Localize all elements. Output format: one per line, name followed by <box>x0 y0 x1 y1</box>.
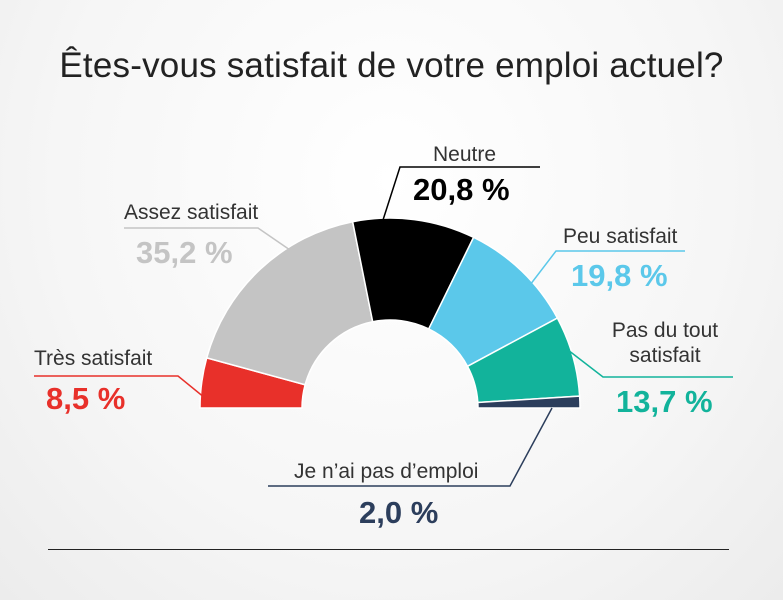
value-tres-satisfait: 8,5 % <box>46 381 126 416</box>
value-sans-emploi: 2,0 % <box>359 495 439 530</box>
slice-sans-emploi <box>477 395 581 409</box>
leader-sans-emploi <box>268 407 553 487</box>
label-tres-satisfait: Très satisfait <box>34 347 153 370</box>
label-peu-satisfait: Peu satisfait <box>563 225 678 248</box>
leader-peu-satisfait <box>529 250 685 286</box>
chart-title: Êtes-vous satisfait de votre emploi actu… <box>59 46 724 85</box>
label-neutre: Neutre <box>433 143 497 166</box>
label-sans-emploi: Je n’ai pas d’emploi <box>294 460 479 483</box>
leader-assez-satisfait <box>124 227 291 251</box>
value-pas-du-tout-satisfait: 13,7 % <box>616 384 713 419</box>
leader-tres-satisfait <box>34 375 206 399</box>
leader-neutre <box>382 166 540 221</box>
label-assez-satisfait: Assez satisfait <box>124 201 259 224</box>
leader-pas-du-tout-satisfait <box>567 349 733 378</box>
label-pas-du-tout-satisfait: Pas du tout satisfait <box>611 319 719 367</box>
value-peu-satisfait: 19,8 % <box>571 258 668 293</box>
value-assez-satisfait: 35,2 % <box>136 235 233 270</box>
value-neutre: 20,8 % <box>413 172 510 207</box>
slice-assez-satisfait <box>205 220 374 386</box>
footer-divider <box>48 549 729 550</box>
